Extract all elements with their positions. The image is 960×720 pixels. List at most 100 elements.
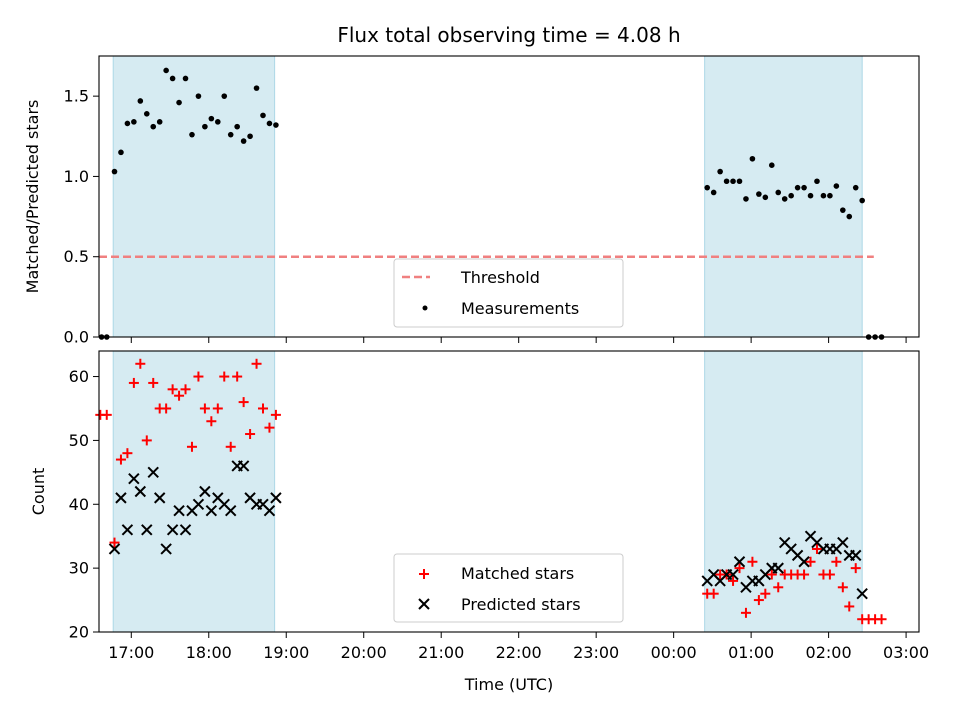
measurement-point [195, 93, 202, 99]
predicted-star-point [199, 485, 211, 498]
measurement-point [150, 123, 157, 130]
y-tick-label: 1.0 [64, 167, 89, 186]
matched-star-point [270, 409, 281, 420]
measurement-point [704, 184, 711, 191]
measurement-point [833, 183, 840, 189]
matched-star-point [206, 416, 217, 427]
matched-star-point [148, 377, 159, 388]
observing-window-1 [112, 350, 276, 633]
bottom-legend-box [393, 553, 624, 623]
predicted-star-point [108, 543, 121, 555]
matched-star-point [161, 403, 172, 414]
bottom-legend: Matched stars Predicted stars [393, 553, 624, 623]
observing-windows [112, 55, 863, 338]
measurement-point [240, 138, 247, 144]
measurement-point [846, 213, 853, 220]
measurement-point [852, 184, 859, 191]
x-tick-label: 01:00 [728, 643, 774, 662]
matched-star-point [167, 384, 178, 395]
legend-matched-label: Matched stars [461, 564, 574, 583]
x-tick-label: 18:00 [186, 643, 232, 662]
matched-star-point [264, 422, 275, 433]
top-legend: Threshold Measurements [393, 258, 624, 328]
chart-title: Flux total observing time = 4.08 h [337, 23, 680, 47]
matched-star-point [760, 588, 771, 599]
measurement-point [202, 123, 208, 130]
x-tick-label: 17:00 [108, 643, 154, 662]
matched-star-point [799, 569, 810, 580]
measurement-point [801, 184, 807, 191]
legend-measurement-swatch [422, 305, 428, 311]
predicted-star-point [173, 504, 185, 517]
measurement-point [266, 120, 273, 127]
matched-star-point [844, 601, 855, 612]
matched-star-point [232, 371, 243, 382]
measurement-point [827, 192, 833, 199]
matched-star-point [773, 582, 784, 593]
y-tick-label: 30 [69, 559, 89, 578]
measurement-point [137, 98, 144, 104]
y-tick-label: 0.0 [64, 328, 89, 347]
measurement-point [189, 131, 195, 138]
predicted-star-point [850, 549, 862, 562]
measurement-point [227, 131, 234, 138]
predicted-star-point [772, 562, 784, 574]
matched-star-point [135, 358, 146, 369]
matched-star-point [876, 614, 887, 625]
legend-matched-swatch [419, 569, 429, 579]
observing-windows [112, 350, 863, 633]
measurement-point [814, 178, 820, 185]
x-tick-label: 22:00 [496, 643, 542, 662]
measurement-point [221, 93, 228, 99]
y-tick-label: 50 [69, 431, 89, 450]
matched-star-point [180, 384, 191, 395]
measurement-point [169, 75, 176, 82]
measurement-point [788, 192, 794, 199]
predicted-star-point [837, 536, 849, 549]
matched-star-point [174, 390, 185, 401]
matched-star-point [258, 403, 268, 414]
measurement-point [253, 85, 260, 91]
matched-star-point [831, 556, 842, 567]
matched-star-point [850, 563, 861, 574]
predicted-star-point [179, 524, 192, 536]
measurement-point [260, 112, 266, 119]
measurement-point [736, 178, 743, 185]
matched-star-point [141, 435, 152, 446]
measurement-points [98, 67, 885, 340]
bottom-y-axis-label: Count [29, 468, 48, 516]
x-axis-label: Time (UTC) [464, 675, 553, 694]
matched-star-point [109, 537, 120, 548]
matched-star-point [805, 556, 816, 567]
measurement-point [781, 196, 788, 202]
matched-star-point [186, 441, 197, 452]
legend-predicted-label: Predicted stars [461, 595, 581, 614]
y-tick-label: 1.5 [64, 87, 89, 106]
measurement-point [124, 120, 131, 127]
measurement-point [111, 168, 118, 175]
measurement-point [234, 123, 240, 130]
legend-measurement-label: Measurements [461, 299, 579, 318]
measurement-point [840, 207, 846, 213]
top-panel: 0.0 0.5 1.0 1.5 Matched/Predicted stars Thr… [23, 55, 920, 347]
top-legend-box [393, 258, 624, 328]
measurement-point [215, 119, 221, 125]
bottom-panel: 20 30 40 50 60 17:00 18:00 19:00 20:00 21:00 22:0… [29, 350, 929, 662]
matched-star-point [837, 582, 848, 593]
matched-star-point [128, 377, 139, 388]
predicted-star-point [115, 492, 127, 504]
predicted-star-point [727, 568, 739, 581]
legend-x-mark [418, 598, 430, 610]
measurement-point [156, 119, 163, 125]
predicted-star-point [153, 492, 166, 504]
x-tick-label: 00:00 [651, 643, 697, 662]
count-points [95, 358, 887, 625]
matched-star-point [811, 543, 822, 554]
bottom-x-ticks: 17:00 18:00 19:00 20:00 21:00 22:00 23:00 00:00… [108, 632, 929, 662]
matched-star-point [225, 441, 236, 452]
predicted-star-point [147, 466, 159, 479]
measurement-point [820, 192, 827, 199]
measurement-point [730, 178, 736, 185]
x-tick-label: 21:00 [418, 643, 464, 662]
